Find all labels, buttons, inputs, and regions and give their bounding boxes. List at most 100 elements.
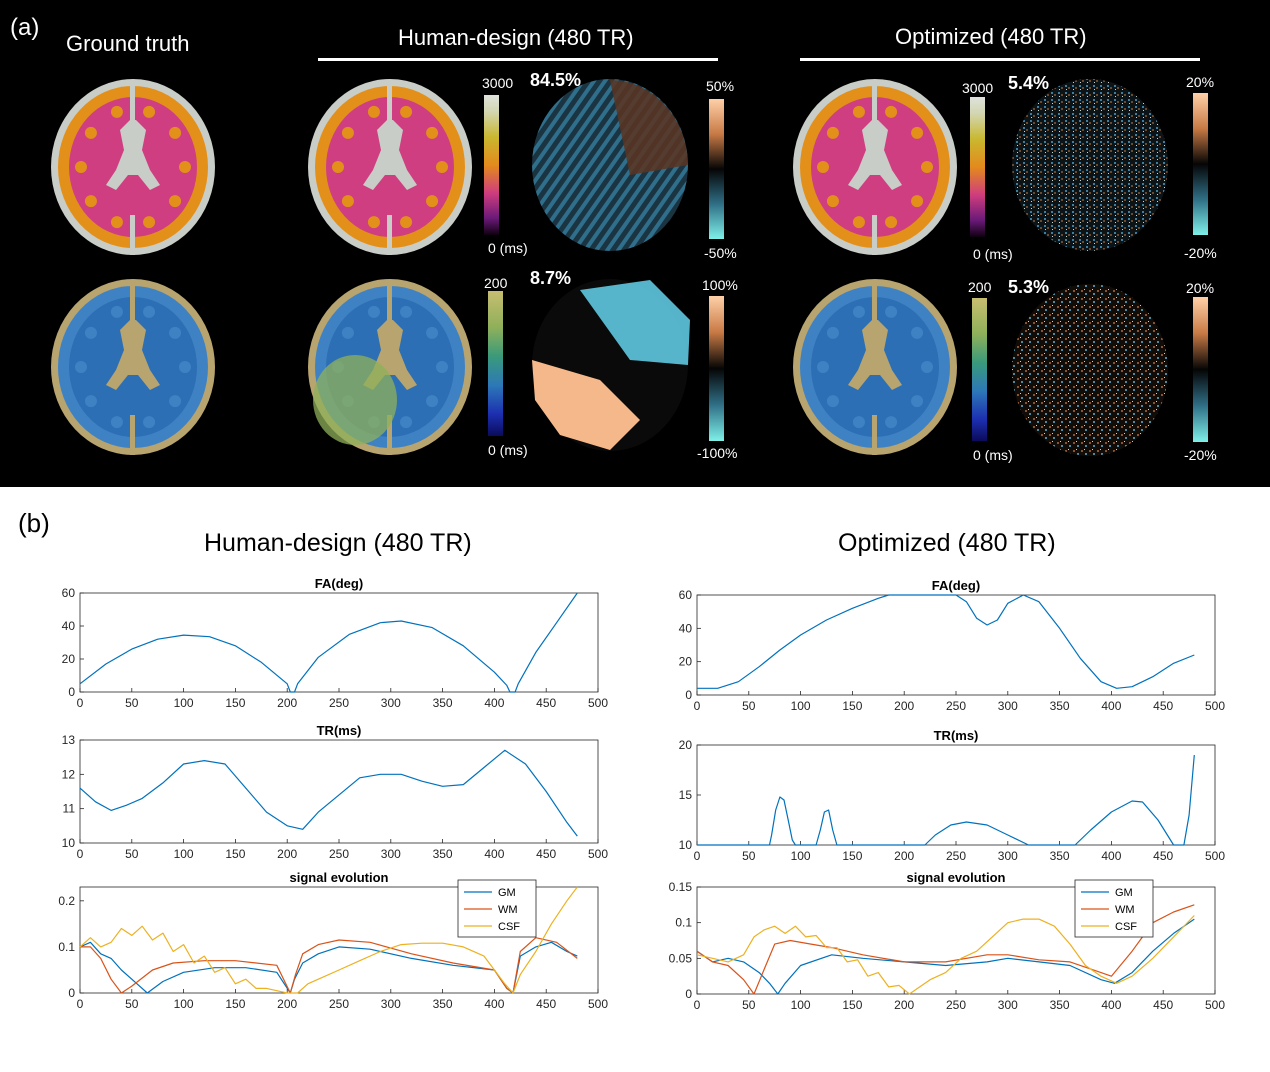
x-tick-label: 250 xyxy=(946,849,966,863)
series-line-tr xyxy=(697,754,1195,846)
opt-t2-err-cbar-min: -20% xyxy=(1184,447,1217,463)
x-tick-label: 300 xyxy=(381,696,401,710)
legend: GM WM CSF xyxy=(1074,879,1154,938)
opt-t2-cbar-min: 0 (ms) xyxy=(973,447,1013,463)
x-tick-label: 150 xyxy=(842,699,862,713)
x-tick-label: 0 xyxy=(694,998,701,1012)
x-tick-label: 150 xyxy=(842,998,862,1012)
opt-t2-error-map xyxy=(1012,284,1168,456)
x-tick-label: 300 xyxy=(381,847,401,861)
optimized-title-underline xyxy=(800,58,1200,61)
x-tick-label: 150 xyxy=(225,696,245,710)
x-tick-label: 350 xyxy=(433,847,453,861)
opt-t1-err-cbar-min: -20% xyxy=(1184,245,1217,261)
human-t2-error-positive xyxy=(532,360,640,450)
legend-label: CSF xyxy=(498,921,520,933)
y-tick-label: 0 xyxy=(685,987,692,1001)
y-tick-label: 10 xyxy=(679,838,693,852)
chart-title: TR(ms) xyxy=(934,728,979,743)
y-tick-label: 0 xyxy=(685,688,692,702)
series-line-csf xyxy=(696,915,1195,995)
panel-b-label: (b) xyxy=(18,508,50,538)
human-t1-map xyxy=(308,79,472,255)
opt-t1-error-value: 5.4% xyxy=(1008,73,1050,93)
x-tick-label: 0 xyxy=(77,696,84,710)
x-tick-label: 350 xyxy=(1050,998,1070,1012)
y-tick-label: 10 xyxy=(62,836,76,850)
x-tick-label: 50 xyxy=(125,997,139,1011)
x-tick-label: 450 xyxy=(536,997,556,1011)
legend-label: WM xyxy=(498,904,518,916)
legend-label: GM xyxy=(1115,887,1133,899)
series-line-wm xyxy=(696,904,1195,995)
legend: GM WM CSF xyxy=(457,879,537,938)
x-tick-label: 400 xyxy=(1101,849,1121,863)
plot-area xyxy=(79,739,599,844)
x-tick-label: 100 xyxy=(174,696,194,710)
x-tick-label: 50 xyxy=(125,696,139,710)
ground-truth-title: Ground truth xyxy=(66,31,190,56)
x-tick-label: 100 xyxy=(791,998,811,1012)
chart-title: TR(ms) xyxy=(317,723,362,738)
human-title-underline xyxy=(318,58,718,61)
series-line-csf xyxy=(79,886,578,994)
series-line-tr xyxy=(79,749,578,837)
optimized-title: Optimized (480 TR) xyxy=(895,24,1087,49)
x-tick-label: 500 xyxy=(1205,849,1225,863)
x-tick-label: 450 xyxy=(536,696,556,710)
legend-label: WM xyxy=(1115,904,1135,916)
x-tick-label: 250 xyxy=(329,847,349,861)
y-tick-label: 20 xyxy=(679,655,693,669)
opt-t1-err-cbar-max: 20% xyxy=(1186,74,1215,90)
y-tick-label: 40 xyxy=(62,619,76,633)
human-t1-err-cbar-min: -50% xyxy=(704,245,737,261)
panel-b-plots: FA(deg)0 50 100 150 200 250 300 350 400 450 500020… xyxy=(58,576,1226,1012)
x-tick-label: 300 xyxy=(998,998,1018,1012)
x-tick-label: 500 xyxy=(588,997,608,1011)
human-t2-err-cbar-min: -100% xyxy=(697,445,738,461)
y-tick-label: 0.1 xyxy=(675,916,692,930)
y-tick-label: 11 xyxy=(63,802,76,816)
x-tick-label: 50 xyxy=(125,847,139,861)
y-tick-label: 60 xyxy=(62,586,76,600)
plot-area xyxy=(696,594,1216,696)
opt-t1-colorbar xyxy=(970,97,985,237)
panel-a: (a) Ground truth Human-design (480 TR) O… xyxy=(0,0,1270,487)
x-tick-label: 500 xyxy=(588,696,608,710)
x-tick-label: 400 xyxy=(484,997,504,1011)
y-tick-label: 0.05 xyxy=(669,951,693,965)
x-tick-label: 150 xyxy=(842,849,862,863)
chart-h_tr: TR(ms) 0 50 100 150 200 250 300 350 400 450 500 10 11… xyxy=(62,723,609,861)
x-tick-label: 200 xyxy=(894,699,914,713)
x-tick-label: 250 xyxy=(946,998,966,1012)
x-tick-label: 350 xyxy=(1050,699,1070,713)
human-t1-error-value: 84.5% xyxy=(530,70,582,90)
x-tick-label: 0 xyxy=(77,997,84,1011)
chart-h_sig: signal evolution 0 50 100 150 200 250 300 350 400… xyxy=(58,870,608,1011)
y-tick-label: 0 xyxy=(68,986,75,1000)
human-t2-err-cbar-max: 100% xyxy=(702,277,738,293)
y-tick-label: 0.1 xyxy=(58,940,75,954)
human-t1-colorbar xyxy=(484,95,499,235)
panel-b-optimized-title: Optimized (480 TR) xyxy=(838,529,1056,557)
x-tick-label: 400 xyxy=(484,847,504,861)
opt-t1-map xyxy=(793,79,957,255)
y-tick-label: 0.15 xyxy=(669,880,693,894)
x-tick-label: 350 xyxy=(433,997,453,1011)
human-t2-error-value: 8.7% xyxy=(530,268,572,288)
human-t1-cbar-min: 0 (ms) xyxy=(488,240,528,256)
y-tick-label: 0.2 xyxy=(58,894,75,908)
x-tick-label: 250 xyxy=(946,699,966,713)
legend-label: GM xyxy=(498,887,516,899)
opt-t2-cbar-max: 200 xyxy=(968,279,992,295)
x-tick-label: 400 xyxy=(1101,699,1121,713)
x-tick-label: 300 xyxy=(381,997,401,1011)
human-t2-error-negative xyxy=(580,280,690,365)
chart-title: signal evolution xyxy=(290,870,389,885)
opt-t2-err-colorbar xyxy=(1193,297,1208,442)
chart-o_sig: signal evolution 0 50 100 150 200 250 300 350 400… xyxy=(669,870,1226,1012)
human-t2-cbar-min: 0 (ms) xyxy=(488,442,528,458)
x-tick-label: 50 xyxy=(742,998,756,1012)
x-tick-label: 0 xyxy=(694,849,701,863)
series-line-fa xyxy=(697,594,1195,689)
